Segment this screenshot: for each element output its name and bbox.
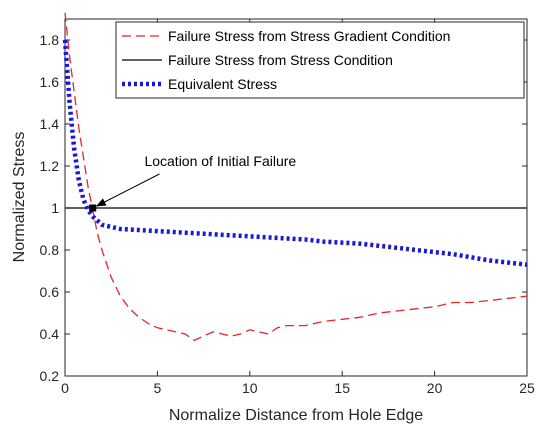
y-tick-label: 1.8 — [40, 32, 60, 48]
y-tick-label: 1.2 — [40, 158, 60, 174]
y-axis-title: Normalized Stress — [11, 132, 28, 263]
annotation-arrow — [95, 173, 160, 207]
x-tick-label: 20 — [427, 380, 443, 396]
y-tick-label: 0.6 — [40, 284, 60, 300]
failure-point-marker — [89, 204, 97, 212]
x-tick-label: 0 — [61, 380, 69, 396]
x-tick-label: 15 — [334, 380, 350, 396]
annotation-layer: Location of Initial Failure — [89, 153, 296, 212]
series-line-failure-stress-from-stress-gradient-condition — [64, 12, 528, 341]
x-tick-label: 10 — [242, 380, 258, 396]
y-tick-label: 0.4 — [40, 326, 60, 342]
legend-box — [115, 21, 525, 99]
x-tick-label: 25 — [519, 380, 535, 396]
y-tick-label: 1 — [51, 200, 59, 216]
legend-label: Failure Stress from Stress Condition — [168, 52, 393, 68]
series-layer — [62, 12, 528, 341]
legend-label: Failure Stress from Stress Gradient Cond… — [168, 28, 450, 44]
y-tick-label: 1.4 — [40, 116, 60, 132]
legend-label: Equivalent Stress — [168, 76, 277, 92]
legend: Failure Stress from Stress Gradient Cond… — [115, 21, 525, 99]
series-line-equivalent-stress — [62, 39, 528, 267]
y-tick-label: 1.6 — [40, 74, 60, 90]
y-tick-label: 0.2 — [40, 368, 60, 384]
annotation-label: Location of Initial Failure — [144, 153, 296, 169]
y-tick-label: 0.8 — [40, 242, 60, 258]
x-axis-title: Normalize Distance from Hole Edge — [169, 407, 423, 424]
axis-ticks: 0 5 10 15 20 25 0.2 0.4 0.6 0.8 1 1.2 1.4 1.6 1.8 — [40, 19, 535, 396]
x-tick-label: 5 — [154, 380, 162, 396]
